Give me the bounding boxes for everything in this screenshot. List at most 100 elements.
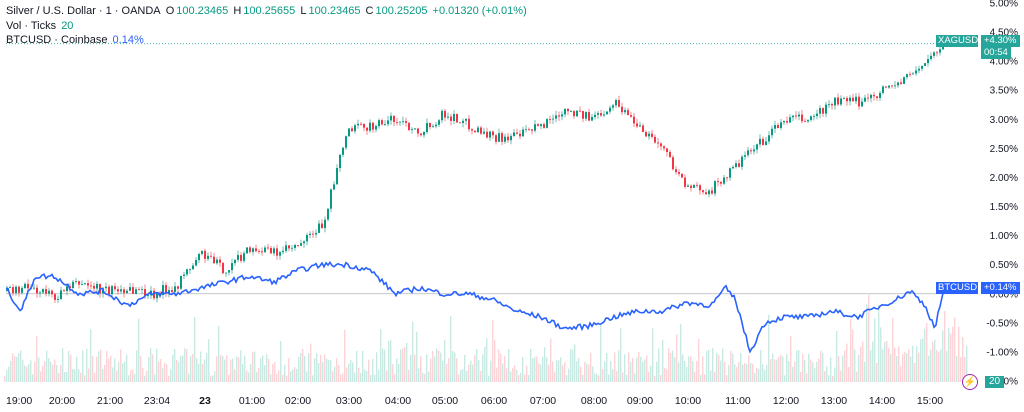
volume-bar [758,368,760,382]
volume-bar [482,354,484,382]
volume-bar [740,353,742,382]
candle [393,115,395,123]
volume-bar [42,365,44,382]
volume-bar [580,366,582,382]
volume-bar [16,356,18,382]
volume-bar [572,349,574,382]
volume-bar [790,335,792,382]
volume-bar [772,353,774,382]
volume-bar [94,372,96,382]
volume-bar [150,348,152,382]
volume-bar [592,366,594,382]
volume-bar [522,356,524,382]
volume-bar [798,350,800,382]
volume-bar [304,356,306,382]
candle [828,104,830,105]
candle [522,129,524,137]
volume-bar [584,361,586,382]
volume-bar [642,361,644,382]
candle [816,113,818,117]
candle [810,116,812,120]
candle [480,127,482,134]
candle [411,129,413,130]
volume-bar [442,360,444,382]
lightning-icon[interactable]: ⚡ [962,374,978,390]
volume-bar [550,338,552,382]
candle [894,85,896,87]
volume-bar [340,374,342,382]
volume-bar [268,359,270,382]
compare-legend: BTCUSD · Coinbase 0.14% [6,33,146,47]
volume-bar [564,362,566,382]
candle [519,133,521,137]
volume-bar [682,354,684,382]
candle [405,121,407,123]
candle [222,262,224,274]
volume-bar [938,351,940,382]
candle [897,82,899,86]
volume-bar [352,362,354,382]
y-tick-label: 5.00% [990,0,1018,10]
btc-badge: BTCUSD [936,282,978,294]
volume-bar [880,327,882,382]
candle [18,286,20,293]
volume-bar [844,350,846,382]
candle [510,136,512,141]
volume-bar [250,363,252,382]
volume-bar [464,354,466,382]
candle [306,234,308,242]
volume-bar [30,360,32,382]
candle [435,124,437,127]
candle [369,122,371,131]
candle [474,130,476,133]
volume-bar [562,365,564,382]
candle [912,73,914,75]
volume-bar [432,351,434,382]
candle [312,233,314,235]
compare-label[interactable]: BTCUSD · Coinbase [6,34,108,46]
candle [579,110,581,112]
volume-bar [614,352,616,382]
candle [225,272,227,274]
volume-bar [300,353,302,382]
volume-bar [886,341,888,382]
volume-bar [742,364,744,382]
volume-bar [932,341,934,382]
volume-bar [556,360,558,382]
volume-bar [284,364,286,382]
btcusd-series-line [5,260,945,354]
candle [45,289,47,294]
volume-bar [460,369,462,382]
candle [396,122,398,123]
volume-bar [116,370,118,382]
volume-bar [88,368,90,382]
volume-bar [46,350,48,382]
symbol-title[interactable]: Silver / U.S. Dollar · 1 · OANDA [6,5,161,17]
volume-bar [184,348,186,382]
volume-bar [142,367,144,382]
candle [852,97,854,102]
volume-bar [272,363,274,382]
candle [402,121,404,122]
volume-label[interactable]: Vol · Ticks [6,20,57,32]
volume-bar [590,352,592,382]
x-tick-label: 10:00 [675,395,701,407]
candle [252,248,254,252]
volume-bar [18,353,20,382]
high-label: H [233,5,242,17]
volume-bar [554,371,556,382]
volume-bar [726,375,728,382]
volume-bar [324,354,326,382]
volume-bar [50,361,52,382]
candle [750,150,752,152]
volume-bar [82,350,84,382]
candle [735,163,737,167]
volume-bar [420,356,422,382]
x-tick-label: 03:00 [336,395,362,407]
candle [849,97,851,102]
y-tick-label: -0.50% [986,318,1018,329]
volume-bar [712,348,714,382]
x-tick-label: 23 [199,395,211,407]
volume-bar [662,339,664,382]
